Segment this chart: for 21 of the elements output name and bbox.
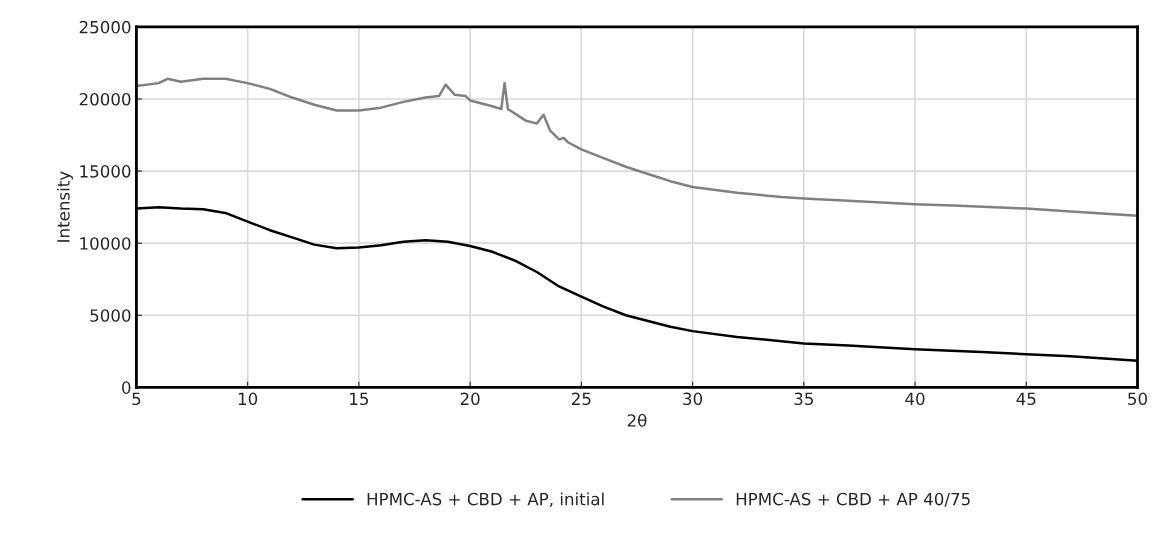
x-tick-label: 45 xyxy=(1016,392,1036,406)
x-tick-label: 35 xyxy=(794,392,813,406)
legend-label: HPMC-AS + CBD + AP 40/75 xyxy=(736,492,970,507)
x-tick-label: 50 xyxy=(1128,392,1147,406)
legend-label: HPMC-AS + CBD + AP, initial xyxy=(367,492,604,508)
x-tick-label: 5 xyxy=(132,392,141,406)
y-tick-label: 10000 xyxy=(80,237,131,250)
y-tick-label: 5000 xyxy=(90,309,131,322)
y-tick-label: 25000 xyxy=(79,20,131,34)
y-tick-label: 0 xyxy=(122,381,131,394)
y-tick-label: 15000 xyxy=(80,165,131,178)
x-tick-label: 25 xyxy=(571,392,591,406)
line-series xyxy=(136,77,1138,218)
y-tick-label: 20000 xyxy=(79,92,131,106)
x-tick-label: 30 xyxy=(683,392,703,406)
x-tick-label: 40 xyxy=(905,392,925,406)
x-axis-title: 2θ xyxy=(627,413,647,427)
x-tick-label: 15 xyxy=(350,392,369,406)
y-axis-title: Intensity xyxy=(56,171,73,242)
x-tick-label: 10 xyxy=(238,392,258,406)
x-tick-label: 20 xyxy=(460,392,480,406)
